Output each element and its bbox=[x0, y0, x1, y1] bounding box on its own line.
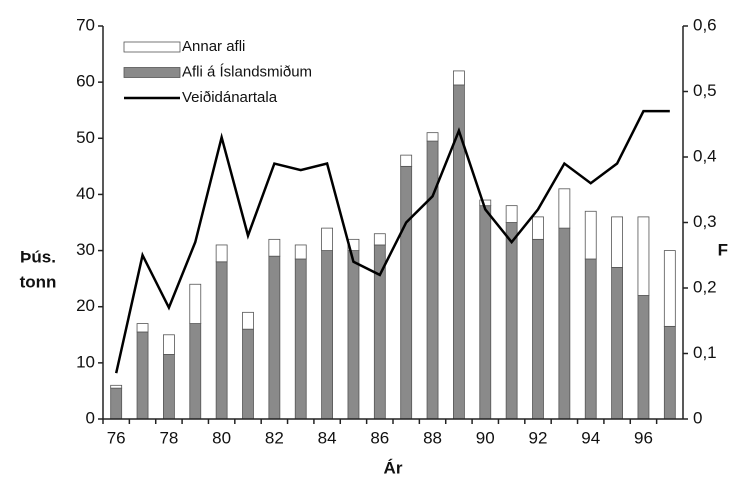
x-tick-label: 92 bbox=[529, 428, 548, 447]
bar bbox=[321, 227, 333, 251]
y-tick-label: 10 bbox=[76, 352, 95, 371]
bar bbox=[400, 154, 413, 167]
y2-tick-label: 0,2 bbox=[693, 277, 717, 296]
y2-tick-label: 0 bbox=[693, 408, 702, 427]
bar bbox=[532, 238, 544, 420]
bar bbox=[611, 267, 623, 420]
bar bbox=[110, 387, 123, 420]
y-label: Þús. bbox=[20, 247, 56, 266]
y2-tick-label: 0,1 bbox=[693, 343, 717, 362]
bar bbox=[453, 70, 465, 86]
y-tick-label: 70 bbox=[76, 15, 95, 34]
y2-label: F bbox=[718, 240, 728, 259]
bar bbox=[215, 261, 228, 420]
legend-swatch bbox=[123, 67, 181, 78]
bar bbox=[453, 84, 465, 420]
legend-label: Annar afli bbox=[182, 38, 245, 55]
bar bbox=[637, 295, 650, 420]
x-tick-label: 76 bbox=[107, 428, 126, 447]
legend-swatch bbox=[123, 41, 181, 53]
bar bbox=[426, 140, 439, 420]
bar bbox=[663, 250, 676, 327]
x-tick-label: 78 bbox=[159, 428, 178, 447]
y-tick-label: 30 bbox=[76, 240, 95, 259]
bar bbox=[505, 222, 518, 420]
x-label: Ár bbox=[384, 458, 403, 477]
bar bbox=[558, 188, 571, 229]
bar bbox=[215, 244, 228, 263]
bar bbox=[294, 258, 307, 420]
y-tick-label: 60 bbox=[76, 72, 95, 91]
x-tick-label: 96 bbox=[634, 428, 653, 447]
bar bbox=[400, 165, 413, 420]
bar bbox=[242, 311, 254, 330]
bar bbox=[426, 132, 439, 142]
y2-tick-label: 0,6 bbox=[693, 15, 717, 34]
bar bbox=[294, 244, 307, 260]
bar bbox=[347, 250, 360, 420]
line bbox=[114, 109, 670, 374]
bar bbox=[163, 354, 175, 420]
bar bbox=[136, 331, 149, 420]
bar bbox=[268, 238, 281, 257]
x-tick-label: 84 bbox=[318, 428, 337, 447]
bar bbox=[532, 216, 544, 240]
y2-tick-label: 0,4 bbox=[693, 146, 717, 165]
bar bbox=[242, 328, 254, 420]
bar bbox=[558, 227, 571, 420]
bar bbox=[611, 216, 623, 268]
y-tick-label: 50 bbox=[76, 128, 95, 147]
bar bbox=[268, 255, 281, 420]
y2-tick-label: 0,5 bbox=[693, 81, 717, 100]
x-tick-label: 82 bbox=[265, 428, 284, 447]
x-tick-label: 88 bbox=[423, 428, 442, 447]
bar bbox=[584, 210, 597, 260]
x-tick-label: 90 bbox=[476, 428, 495, 447]
legend-label: Afli á Íslandsmiðum bbox=[182, 63, 312, 80]
bar bbox=[663, 325, 676, 420]
bar bbox=[373, 244, 386, 420]
bar bbox=[136, 323, 149, 333]
legend-label: Veiðidánartala bbox=[182, 89, 278, 106]
bar bbox=[321, 250, 333, 420]
y-tick-label: 20 bbox=[76, 296, 95, 315]
bar bbox=[584, 258, 597, 420]
x-tick-label: 80 bbox=[212, 428, 231, 447]
bar bbox=[479, 205, 492, 420]
x-tick-label: 86 bbox=[370, 428, 389, 447]
bar bbox=[189, 323, 202, 420]
y2-tick-label: 0,3 bbox=[693, 212, 717, 231]
bar bbox=[110, 384, 123, 389]
bar bbox=[189, 283, 202, 324]
bar bbox=[637, 216, 650, 296]
y-tick-label: 0 bbox=[86, 408, 95, 427]
bar bbox=[163, 334, 175, 355]
bar bbox=[505, 205, 518, 223]
y-label: tonn bbox=[20, 272, 57, 291]
bar bbox=[373, 233, 386, 246]
x-tick-label: 94 bbox=[581, 428, 600, 447]
y-tick-label: 40 bbox=[76, 184, 95, 203]
